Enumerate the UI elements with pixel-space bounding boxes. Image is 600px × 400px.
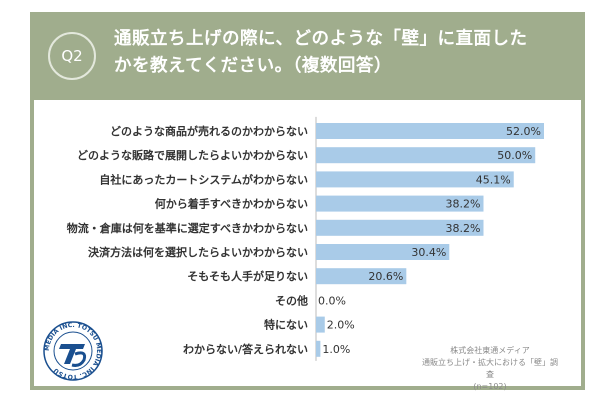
category-label: どのような販路で展開したらよいかわからない [77,148,308,162]
value-label: 30.4% [411,246,446,259]
value-label: 45.1% [476,173,511,186]
bar [316,316,325,333]
logo-swoosh [71,351,87,367]
question-header: Q2 通販立ち上げの際に、どのような「壁」に直面した かを教えてください。（複数… [30,12,585,100]
value-label: 38.2% [446,222,481,235]
bar [316,123,544,139]
category-label: わからない/答えられない [183,342,308,356]
question-badge: Q2 [48,32,96,80]
source-sample: (n=102) [473,382,507,391]
question-title: 通販立ち上げの際に、どのような「壁」に直面した かを教えてください。（複数回答） [114,26,574,80]
value-label: 50.0% [497,149,532,162]
value-label: 0.0% [318,294,346,307]
bar [316,244,450,260]
value-label: 20.6% [368,270,403,283]
category-label: 物流・倉庫は何を基準に選定すべきかわからない [67,221,308,235]
category-label: そもそも人手が足りない [187,269,308,283]
bar [316,340,321,357]
value-label: 38.2% [446,198,481,211]
category-label: 何から着手すべきかわからない [155,197,308,211]
source-company: 株式会社東通メディア [450,346,530,355]
bar [316,268,407,285]
source-survey: 通販立ち上げ・拡大における「壁」調査 [422,358,558,379]
category-label: その他 [275,293,308,307]
category-label: 決済方法は何を選択したらよいかわからない [88,245,308,259]
question-title-line2: かを教えてください。（複数回答） [114,56,392,76]
category-label: どのような商品が売れるのかわからない [110,124,308,138]
bar [316,195,484,212]
bar [316,171,514,188]
source-note: 株式会社東通メディア 通販立ち上げ・拡大における「壁」調査 (n=102) [420,345,560,393]
question-title-line1: 通販立ち上げの際に、どのような「壁」に直面した [114,29,528,49]
bar [316,219,484,236]
value-label: 1.0% [322,343,350,356]
category-label: 自社にあったカートシステムがわからない [99,172,308,186]
value-label: 52.0% [506,125,541,138]
bar [316,147,536,164]
value-label: 2.0% [327,319,355,332]
logo-mark [59,344,85,364]
company-logo: MEDIA INC. TOTSU MEDIA INC. TOTSU [43,321,103,381]
category-label: 特にない [264,318,308,332]
